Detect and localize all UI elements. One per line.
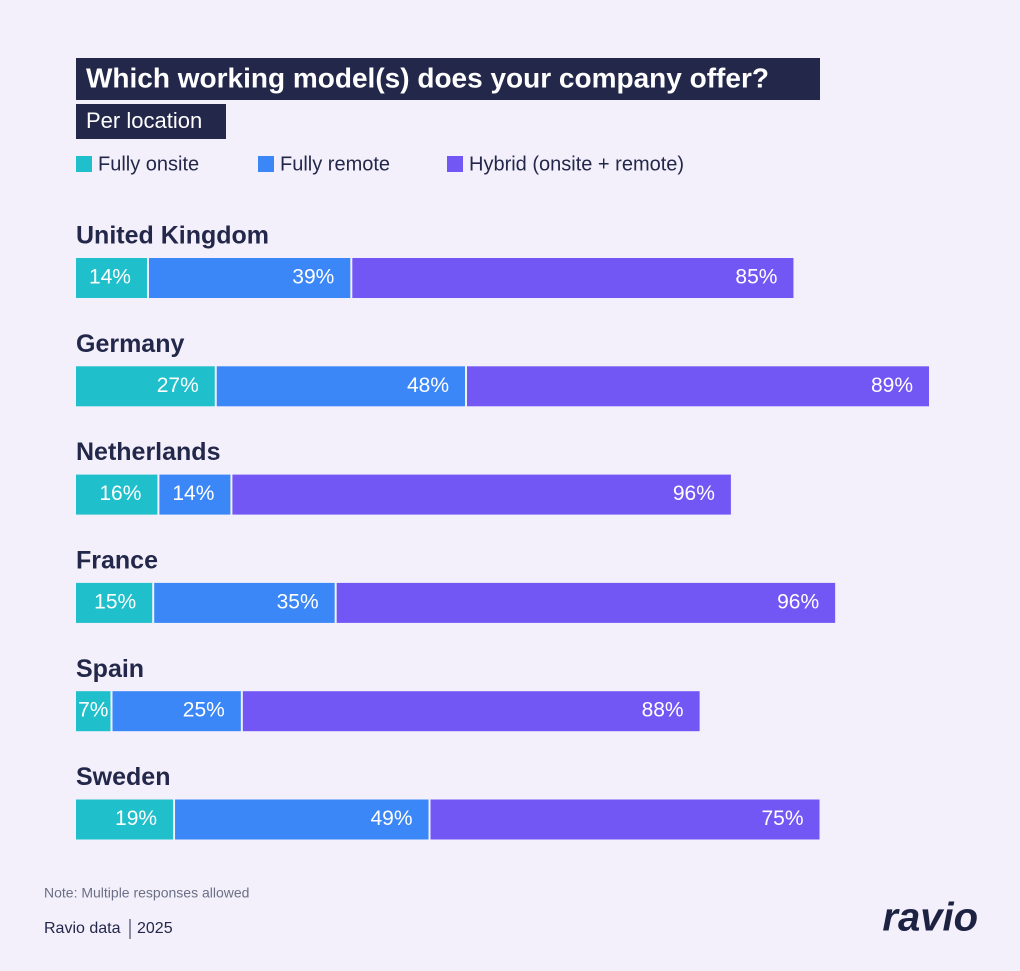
value-label: 7% — [78, 699, 108, 722]
category-label: France — [76, 547, 158, 575]
legend-swatch — [258, 156, 274, 172]
legend-label: Fully onsite — [98, 153, 199, 175]
legend-swatch — [447, 156, 463, 172]
bar-segment — [242, 691, 700, 732]
value-label: 89% — [871, 374, 913, 397]
note: Note: Multiple responses allowed — [44, 885, 249, 901]
category-label: Netherlands — [76, 438, 220, 466]
value-label: 48% — [407, 374, 449, 397]
value-label: 19% — [115, 807, 157, 830]
year: 2025 — [137, 920, 173, 937]
title-box — [76, 58, 820, 100]
category-label: Sweden — [76, 763, 170, 791]
logo: ravio — [882, 896, 978, 940]
bar-segment — [232, 474, 731, 515]
subtitle-box — [76, 104, 226, 139]
value-label: 39% — [292, 266, 334, 289]
legend-label: Hybrid (onsite + remote) — [469, 153, 684, 175]
value-label: 75% — [761, 807, 803, 830]
bar-segment — [430, 799, 820, 840]
bar-segment — [112, 691, 241, 732]
source: Ravio data — [44, 920, 121, 937]
bar-segment — [76, 799, 174, 840]
value-label: 15% — [94, 590, 136, 613]
bar-segment — [216, 366, 466, 407]
value-label: 85% — [735, 266, 777, 289]
value-label: 14% — [172, 482, 214, 505]
legend-label: Fully remote — [280, 153, 390, 175]
value-label: 96% — [777, 590, 819, 613]
category-label: Germany — [76, 330, 184, 358]
bar-segment — [76, 366, 215, 407]
bar-segment — [76, 691, 111, 732]
value-label: 16% — [99, 482, 141, 505]
value-label: 96% — [673, 482, 715, 505]
bar-segment — [159, 474, 231, 515]
bar-segment — [352, 258, 794, 298]
value-label: 88% — [642, 699, 684, 722]
bar-segment — [336, 582, 836, 623]
legend-swatch — [76, 156, 92, 172]
category-label: United Kingdom — [76, 222, 269, 250]
bar-segment — [467, 366, 929, 407]
value-label: 49% — [370, 807, 412, 830]
category-label: Spain — [76, 655, 144, 683]
bar-segment — [76, 258, 147, 298]
chart-title: Which working model(s) does your company… — [86, 62, 769, 93]
bar-segment — [76, 474, 158, 515]
bar-segment — [76, 582, 153, 623]
chart-subtitle: Per location — [86, 108, 202, 133]
bar-segment — [175, 799, 429, 840]
value-label: 14% — [89, 266, 131, 289]
value-label: 25% — [183, 699, 225, 722]
value-label: 27% — [157, 374, 199, 397]
value-label: 35% — [277, 590, 319, 613]
bar-segment — [154, 582, 335, 623]
bar-segment — [148, 258, 351, 298]
